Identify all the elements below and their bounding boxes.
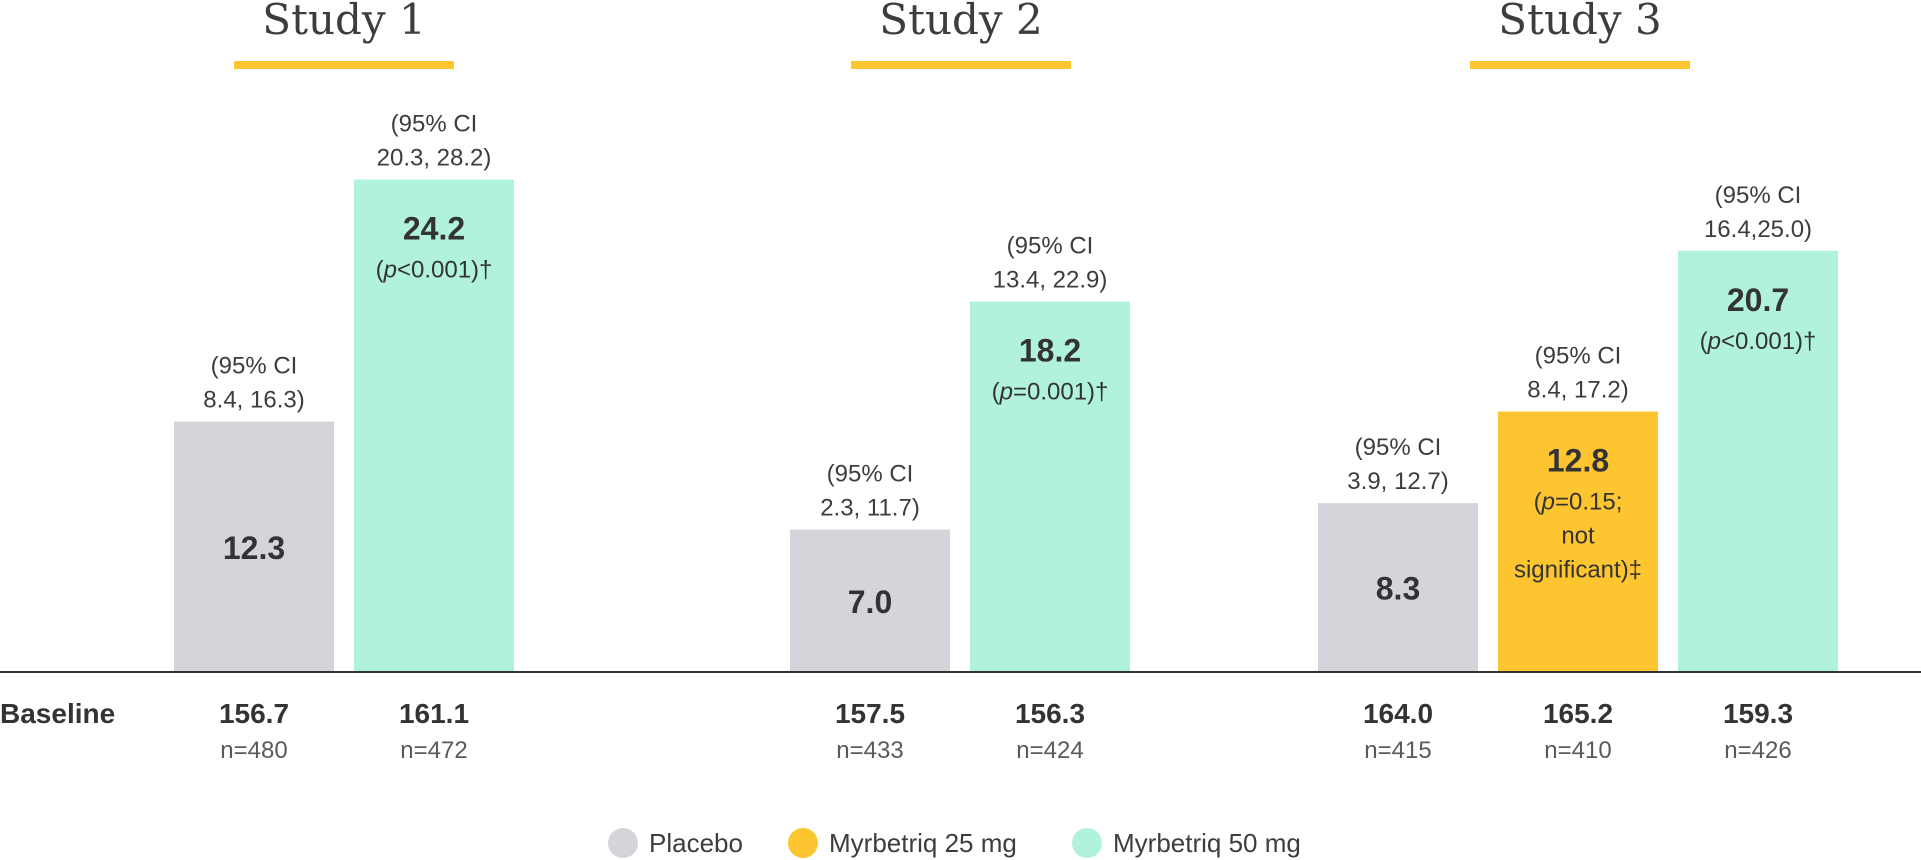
ci-label: 3.9, 12.7) — [1347, 468, 1448, 495]
value-label: 12.3 — [223, 530, 285, 566]
baseline-value: 156.7 — [219, 698, 289, 729]
ci-label: (95% CI — [211, 353, 298, 380]
p-value-label: (p=0.001)† — [992, 379, 1109, 406]
bar — [790, 529, 950, 672]
n-value: n=426 — [1724, 737, 1791, 764]
ci-label: 8.4, 17.2) — [1527, 377, 1628, 404]
bar — [174, 421, 334, 672]
ci-label: (95% CI — [827, 461, 914, 488]
ci-label: 16.4,25.0) — [1704, 216, 1812, 243]
bar — [1318, 503, 1478, 672]
baseline-value: 164.0 — [1363, 698, 1433, 729]
study-title-underline — [851, 61, 1071, 69]
n-value: n=480 — [220, 737, 287, 764]
n-value: n=410 — [1544, 737, 1611, 764]
legend-item: Myrbetriq 25 mg — [788, 828, 1017, 858]
ci-label: (95% CI — [1535, 343, 1622, 370]
legend-label: Myrbetriq 25 mg — [829, 828, 1017, 858]
study-title: Study 2 — [879, 0, 1042, 44]
study-title-underline — [1470, 61, 1690, 69]
ci-label: 2.3, 11.7) — [820, 495, 920, 522]
ci-label: (95% CI — [1007, 233, 1094, 260]
n-value: n=415 — [1364, 737, 1431, 764]
p-value-label: (p<0.001)† — [1700, 328, 1817, 355]
ci-label: 13.4, 22.9) — [993, 267, 1108, 294]
legend-label: Myrbetriq 50 mg — [1113, 828, 1301, 858]
baseline-value: 156.3 — [1015, 698, 1085, 729]
p-value-label: significant)‡ — [1514, 557, 1642, 584]
value-label: 20.7 — [1727, 282, 1789, 318]
n-value: n=433 — [836, 737, 903, 764]
study-title: Study 1 — [262, 0, 425, 44]
ci-label: (95% CI — [391, 111, 478, 138]
bar — [970, 301, 1130, 672]
value-label: 24.2 — [403, 211, 465, 247]
p-value-label: (p<0.001)† — [376, 257, 493, 284]
legend-swatch — [1072, 828, 1102, 858]
baseline-label: Baseline — [0, 698, 115, 729]
study-title-underline — [234, 61, 454, 69]
ci-label: (95% CI — [1715, 182, 1802, 209]
p-value-label: not — [1561, 523, 1595, 550]
bar — [354, 179, 514, 672]
study-title: Study 3 — [1498, 0, 1661, 44]
value-label: 18.2 — [1019, 333, 1081, 369]
value-label: 8.3 — [1376, 571, 1420, 607]
ci-label: (95% CI — [1355, 434, 1442, 461]
baseline-value: 157.5 — [835, 698, 905, 729]
bar — [1678, 250, 1838, 672]
legend-swatch — [788, 828, 818, 858]
p-value-label: (p=0.15; — [1534, 489, 1623, 516]
n-value: n=424 — [1016, 737, 1083, 764]
baseline-value: 161.1 — [399, 698, 469, 729]
legend-label: Placebo — [649, 828, 743, 858]
legend-item: Placebo — [608, 828, 743, 858]
baseline-value: 165.2 — [1543, 698, 1613, 729]
value-label: 12.8 — [1547, 443, 1609, 479]
bar — [1498, 411, 1658, 672]
value-label: 7.0 — [848, 584, 892, 620]
ci-label: 8.4, 16.3) — [203, 387, 304, 414]
ci-label: 20.3, 28.2) — [377, 145, 492, 172]
n-value: n=472 — [400, 737, 467, 764]
legend-swatch — [608, 828, 638, 858]
baseline-value: 159.3 — [1723, 698, 1793, 729]
legend-item: Myrbetriq 50 mg — [1072, 828, 1301, 858]
